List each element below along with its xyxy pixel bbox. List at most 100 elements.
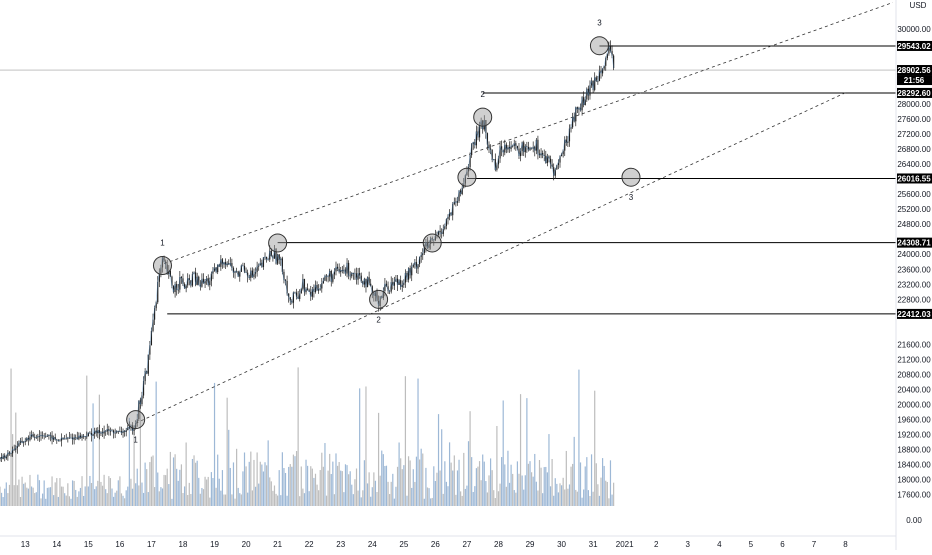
volume-bar (228, 429, 230, 506)
x-tick-label: 19 (210, 540, 219, 549)
candle-body (26, 437, 28, 441)
volume-bar (325, 495, 328, 506)
candle-body (415, 262, 418, 269)
circle-markers[interactable]: 1 1 2 2 3 3 (126, 19, 641, 445)
y-tick-label: 25200.00 (897, 205, 931, 214)
x-tick-label: 31 (589, 540, 598, 549)
price-series (0, 40, 615, 462)
y-tick-label: 27600.00 (897, 115, 931, 124)
candle-body (172, 285, 175, 293)
candle-body (554, 169, 556, 176)
candle-body (531, 147, 533, 149)
price-channel[interactable] (135, 2, 893, 424)
candle-body (452, 203, 454, 216)
volume-bar (112, 496, 115, 506)
volume-bar (472, 491, 474, 506)
horizontal-levels[interactable] (0, 45, 896, 315)
volume-bar (314, 473, 317, 506)
y-tick-label: 17600.00 (897, 491, 931, 500)
volume-bar (89, 475, 91, 506)
x-tick-label: 15 (84, 540, 93, 549)
candle-body (0, 457, 3, 459)
volume-bar (567, 488, 569, 506)
candle-body (464, 175, 466, 184)
volume-bar (236, 448, 238, 506)
candle-body (209, 280, 211, 286)
volume-bar (30, 486, 33, 506)
volume-bar (609, 460, 612, 506)
volume-bar (49, 487, 52, 506)
volume-bar (600, 477, 602, 506)
volume-bar (311, 468, 313, 506)
candle-body (188, 278, 190, 281)
volume-bar (513, 490, 515, 506)
candle-body (5, 456, 7, 459)
volume-bar (138, 485, 140, 506)
candle-body (127, 427, 129, 430)
candle-body (393, 281, 395, 286)
volume-bar (190, 494, 192, 506)
volume-bar (310, 466, 312, 506)
candle-body (158, 273, 160, 282)
volume-bar (122, 495, 124, 506)
candle-body (147, 354, 149, 374)
candle-body (346, 262, 348, 274)
circle-marker (369, 289, 389, 309)
candle-body (277, 254, 279, 264)
candle-body (447, 216, 449, 220)
volume-bar (204, 476, 206, 506)
candle-body (431, 238, 433, 240)
volume-bar (524, 475, 526, 506)
volume-bar (7, 493, 9, 506)
volume-bar (46, 487, 48, 506)
volume-bar (548, 434, 550, 506)
volume-bar (340, 470, 342, 506)
volume-bar (568, 484, 571, 506)
volume-bar (512, 473, 514, 506)
candle-body (461, 187, 463, 194)
volume-bar (267, 440, 269, 506)
circle-marker (126, 410, 146, 430)
candle-body (359, 273, 361, 276)
price-tag (897, 87, 932, 98)
candle-body (165, 261, 167, 265)
candle-body (207, 278, 209, 286)
candle-body (51, 435, 53, 440)
volume-bar (65, 495, 67, 506)
volume-bar (165, 475, 167, 506)
volume-bar (51, 476, 53, 506)
candle-body (496, 164, 498, 170)
volume-bar (404, 376, 407, 506)
volume-bar (292, 454, 295, 506)
circle-marker (621, 167, 641, 187)
candle-body (124, 430, 126, 432)
volume-bar (538, 460, 541, 506)
candle-body (384, 283, 386, 292)
volume-bar (428, 488, 430, 506)
candle-body (307, 288, 309, 291)
volume-bar (84, 486, 86, 506)
volume-bar (384, 465, 386, 506)
volume-bar (595, 463, 597, 506)
volume-bar (346, 465, 348, 506)
volume-bar (376, 492, 378, 506)
volume-bar (488, 475, 490, 506)
volume-bar (79, 487, 82, 506)
candle-body (139, 400, 141, 405)
candle-body (469, 155, 471, 168)
volume-bar (0, 492, 3, 506)
candle-body (343, 269, 345, 272)
candle-body (150, 330, 153, 346)
volume-bar (295, 451, 298, 506)
candle-body (333, 271, 336, 275)
candle-body (368, 277, 370, 284)
volume-bar (41, 493, 44, 506)
candle-body (330, 271, 332, 282)
candle-body (553, 167, 555, 176)
candle-body (243, 265, 246, 272)
candle-body (86, 436, 88, 438)
candle-body (403, 282, 405, 285)
circle-marker (589, 36, 609, 56)
